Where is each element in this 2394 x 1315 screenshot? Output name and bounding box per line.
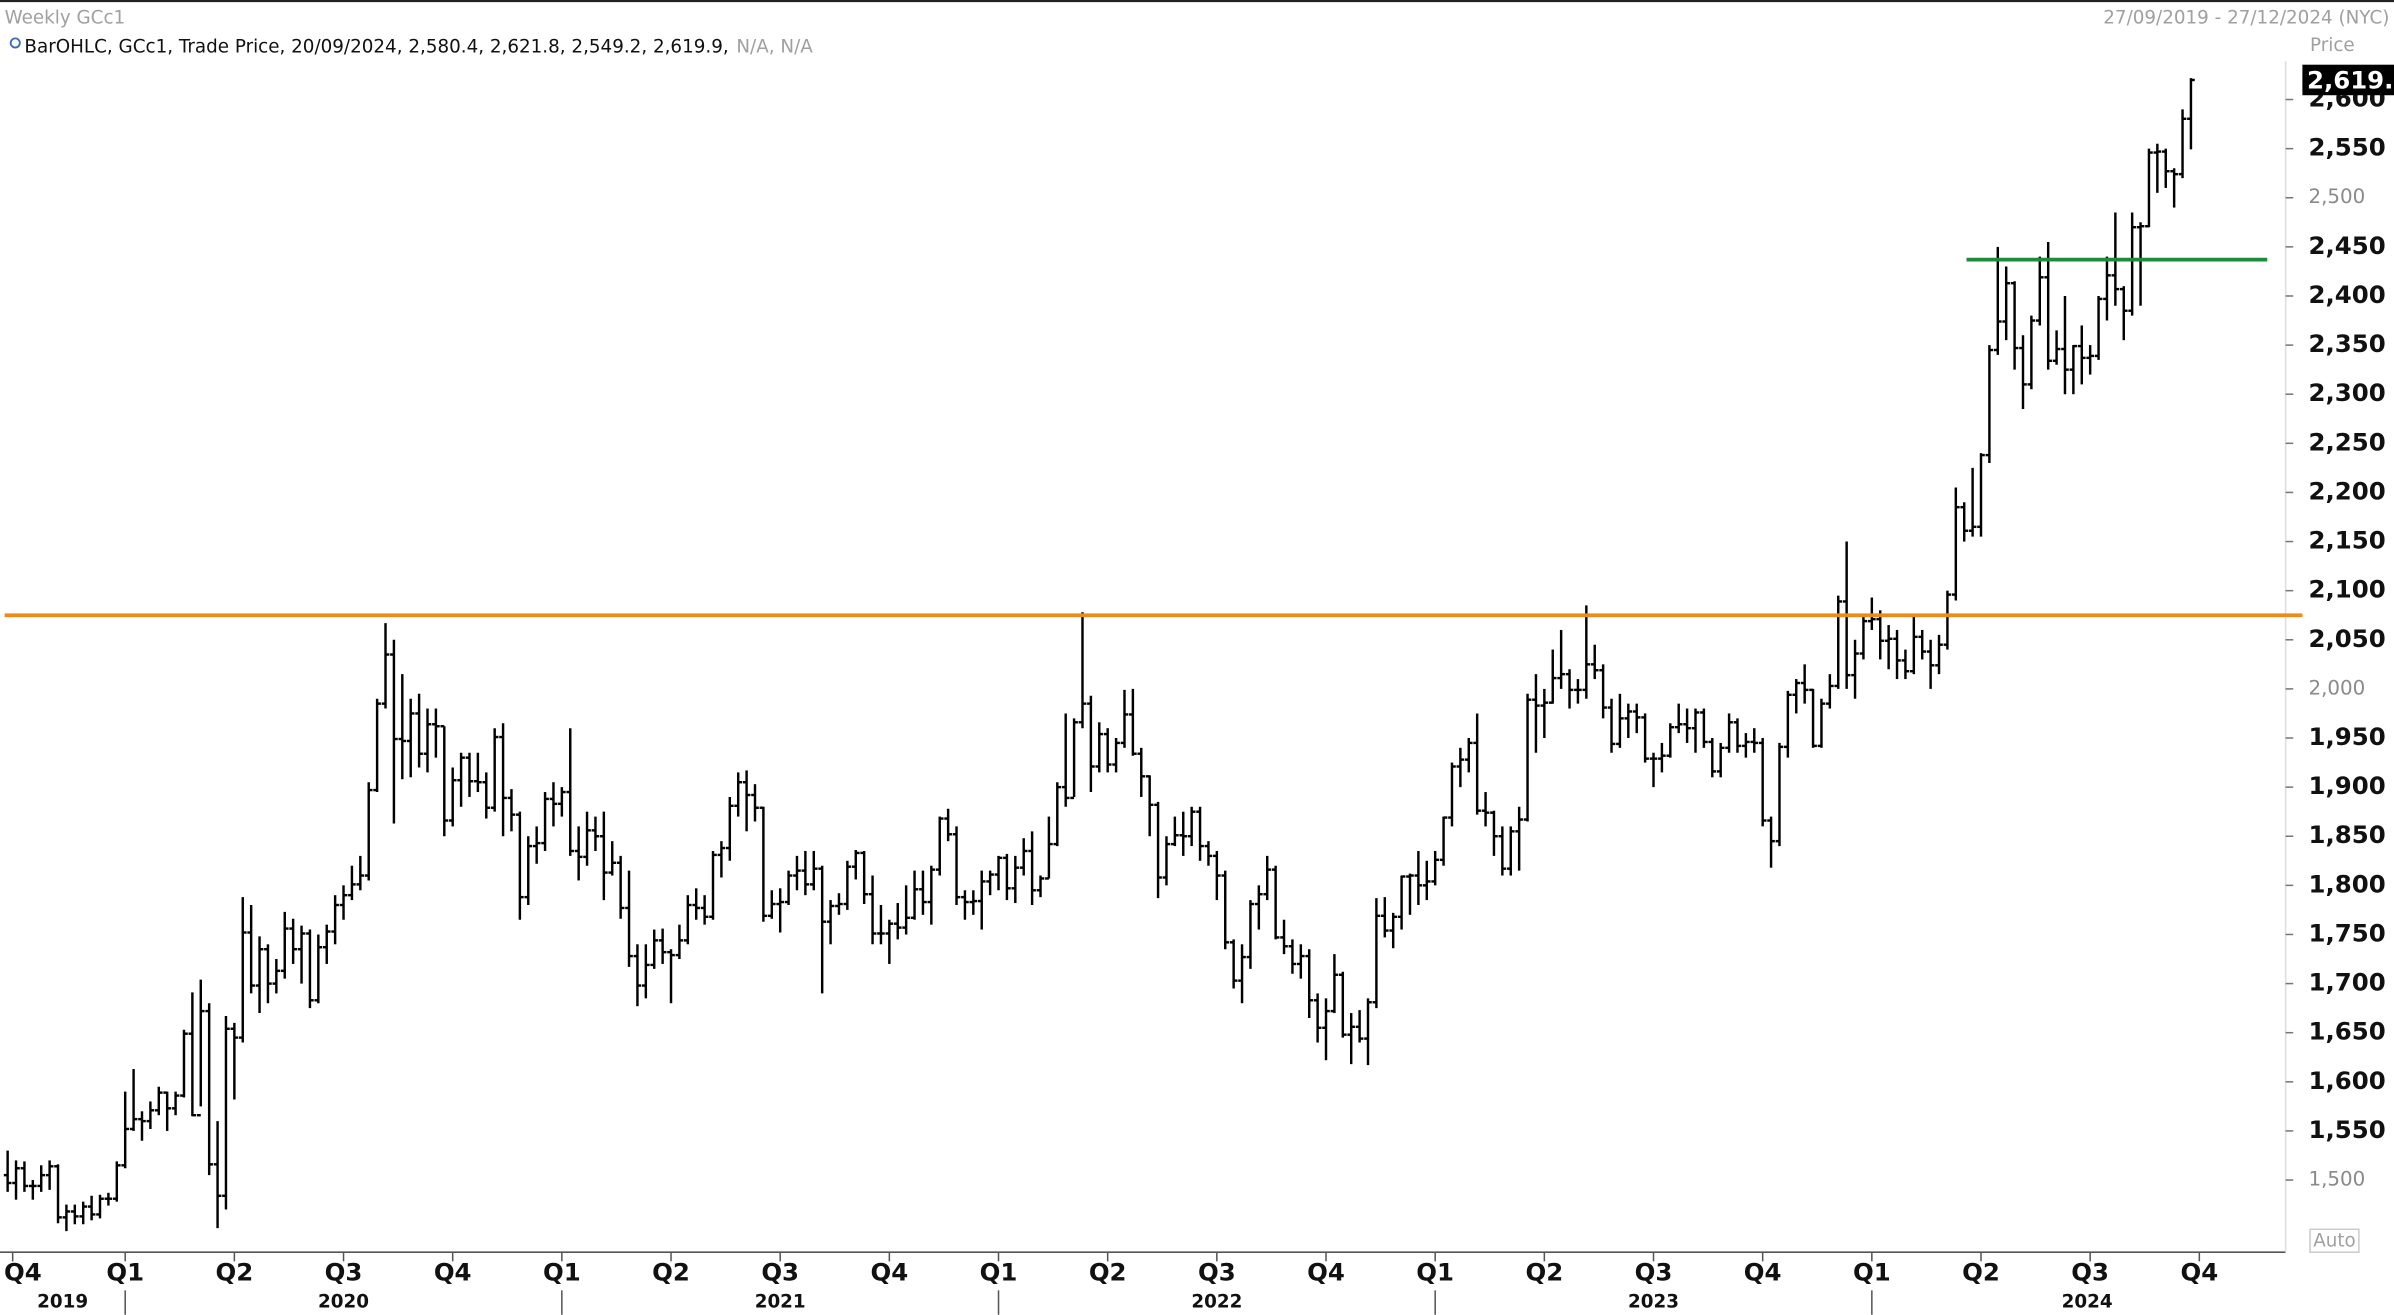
y-tick-label: 2,300 xyxy=(2309,378,2386,407)
date-range: 27/09/2019 - 27/12/2024 (NYC) xyxy=(2103,8,2389,29)
x-tick-label: Q1 xyxy=(543,1258,581,1287)
x-tick-label: Q3 xyxy=(325,1258,363,1287)
plot xyxy=(3,78,2195,1232)
legend-text: BarOHLC, GCc1, Trade Price, 20/09/2024, … xyxy=(24,37,728,58)
y-tick-label: 2,500 xyxy=(2309,185,2366,208)
y-tick-label: 2,050 xyxy=(2309,624,2386,653)
legend-icon xyxy=(9,37,21,49)
y-tick-label: 2,150 xyxy=(2309,526,2386,555)
y-tick-label: 1,600 xyxy=(2309,1066,2386,1095)
year-label: 2020 xyxy=(318,1292,369,1313)
x-tick-label: Q1 xyxy=(106,1258,144,1287)
year-label: 2022 xyxy=(1191,1292,1242,1313)
year-label: 2021 xyxy=(755,1292,806,1313)
y-tick-label: 1,900 xyxy=(2309,771,2386,800)
y-tick-label: 2,450 xyxy=(2309,231,2386,260)
last-price-label: 2,619.9 xyxy=(2307,65,2394,94)
y-tick-label: 1,650 xyxy=(2309,1017,2386,1046)
x-tick-label: Q4 xyxy=(1744,1258,1782,1287)
x-tick-label: Q2 xyxy=(652,1258,690,1287)
x-tick-label: Q4 xyxy=(1307,1258,1345,1287)
y-tick-label: 1,950 xyxy=(2309,722,2386,751)
y-tick-label: 2,400 xyxy=(2309,280,2386,309)
x-tick-label: Q3 xyxy=(761,1258,799,1287)
auto-button[interactable] xyxy=(2309,1228,2360,1253)
year-label: 2019 xyxy=(37,1292,88,1313)
year-label: 2023 xyxy=(1628,1292,1679,1313)
legend-na: N/A, N/A xyxy=(736,37,813,58)
y-tick-label: 2,000 xyxy=(2309,676,2366,699)
chart-title: Weekly GCc1 xyxy=(5,8,126,29)
year-label: 2024 xyxy=(2062,1292,2113,1313)
y-tick-label: 2,100 xyxy=(2309,575,2386,604)
y-tick-label: 1,750 xyxy=(2309,918,2386,947)
x-tick-label: Q2 xyxy=(1525,1258,1563,1287)
axis-title: Price xyxy=(2310,35,2355,56)
auto-label[interactable]: Auto xyxy=(2313,1230,2356,1251)
x-tick-label: Q2 xyxy=(1962,1258,2000,1287)
x-tick-label: Q4 xyxy=(434,1258,472,1287)
x-tick-label: Q4 xyxy=(870,1258,908,1287)
y-tick-label: 1,550 xyxy=(2309,1115,2386,1144)
x-tick-label: Q4 xyxy=(4,1258,42,1287)
y-tick-label: 1,850 xyxy=(2309,820,2386,849)
y-tick-label: 1,800 xyxy=(2309,869,2386,898)
x-tick-label: Q2 xyxy=(1089,1258,1127,1287)
x-tick-label: Q3 xyxy=(1635,1258,1673,1287)
y-tick-label: 2,350 xyxy=(2309,329,2386,358)
y-tick-label: 1,700 xyxy=(2309,968,2386,997)
x-tick-label: Q2 xyxy=(215,1258,253,1287)
x-tick-label: Q1 xyxy=(1853,1258,1891,1287)
x-tick-label: Q4 xyxy=(2180,1258,2218,1287)
y-tick-label: 2,550 xyxy=(2309,133,2386,162)
x-tick-label: Q3 xyxy=(1198,1258,1236,1287)
x-tick-label: Q1 xyxy=(980,1258,1018,1287)
y-tick-label: 2,200 xyxy=(2309,476,2386,505)
x-tick-label: Q1 xyxy=(1416,1258,1454,1287)
y-tick-label: 2,250 xyxy=(2309,427,2386,456)
last-price-box xyxy=(2302,64,2394,96)
y-tick-label: 1,500 xyxy=(2309,1168,2366,1191)
x-tick-label: Q3 xyxy=(2071,1258,2109,1287)
